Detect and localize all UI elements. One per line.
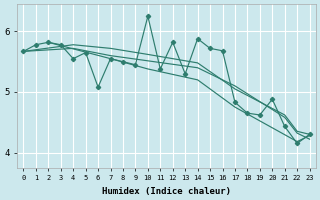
X-axis label: Humidex (Indice chaleur): Humidex (Indice chaleur) bbox=[102, 187, 231, 196]
